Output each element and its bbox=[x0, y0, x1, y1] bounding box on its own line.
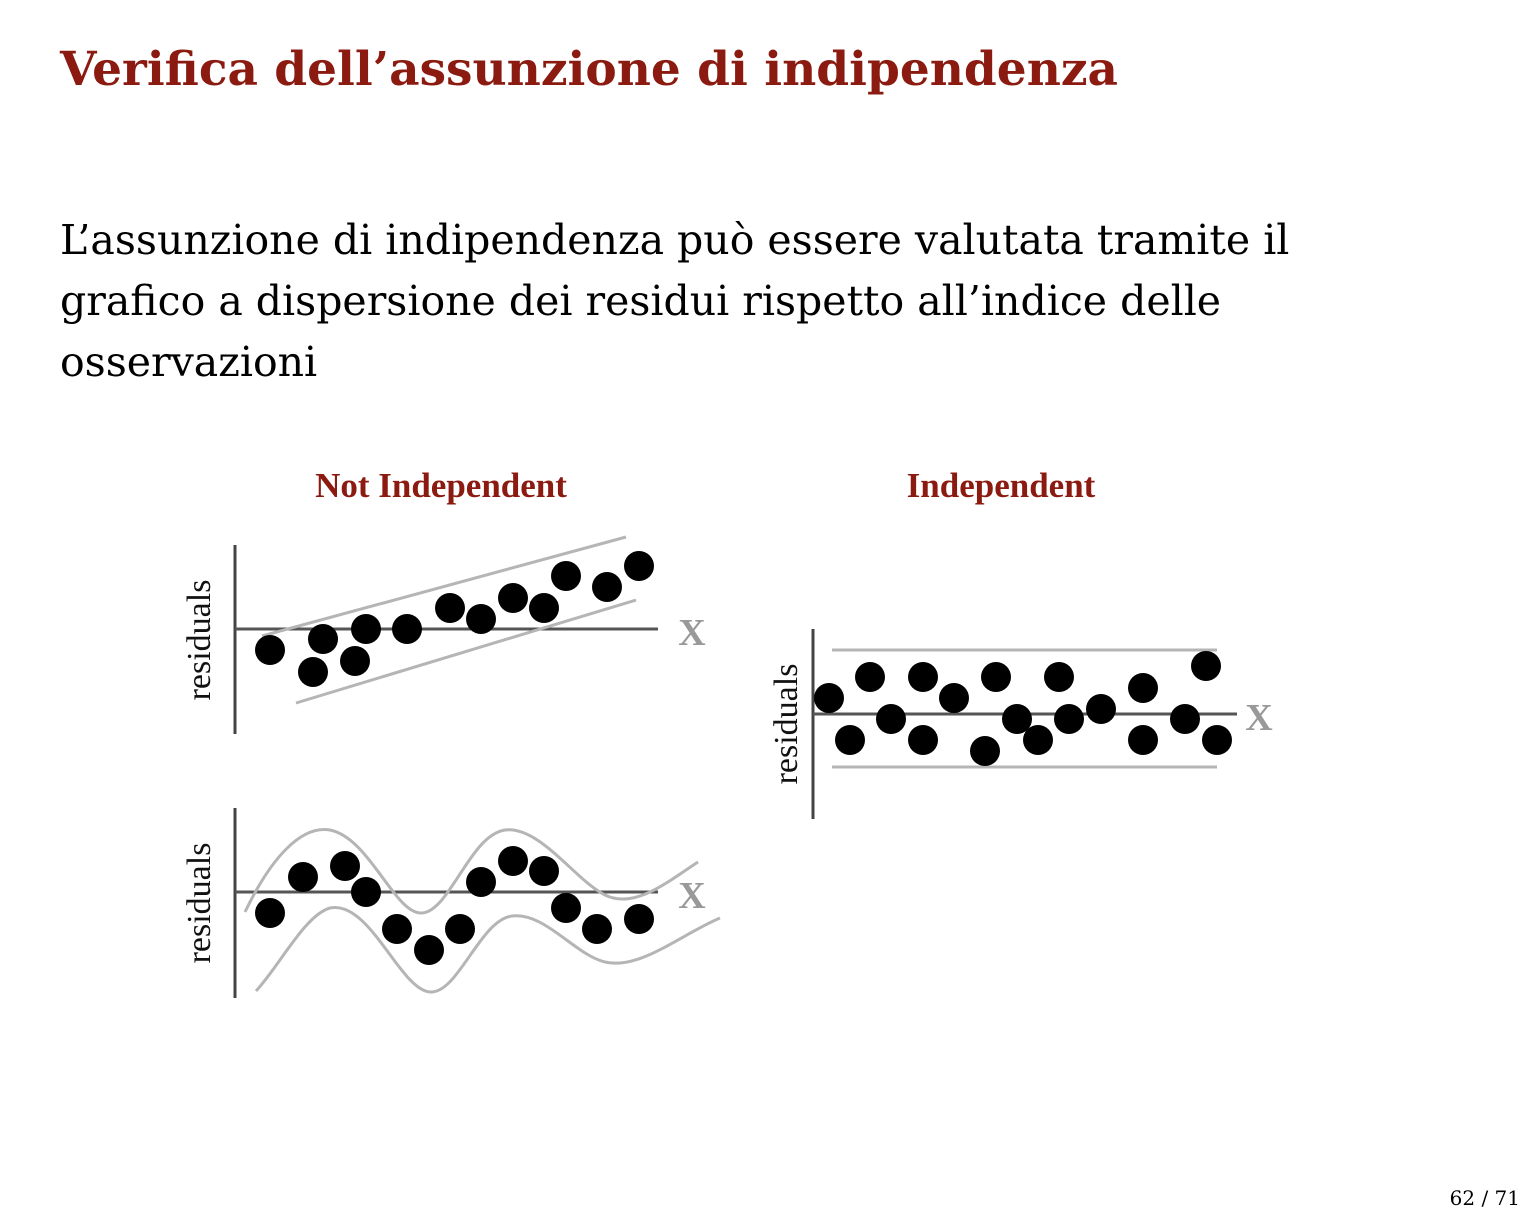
data-point bbox=[814, 683, 844, 713]
data-point bbox=[1054, 704, 1084, 734]
data-point bbox=[255, 898, 285, 928]
residual-points bbox=[814, 651, 1232, 766]
data-point bbox=[1086, 694, 1116, 724]
data-point bbox=[1128, 673, 1158, 703]
lower-band bbox=[254, 906, 721, 994]
panel-independent: Independent residuals X bbox=[768, 466, 1273, 819]
data-point bbox=[498, 583, 528, 613]
data-point bbox=[445, 914, 475, 944]
data-point bbox=[624, 904, 654, 934]
upper-band bbox=[261, 535, 627, 638]
panel-title: Not Independent bbox=[315, 466, 567, 505]
data-point bbox=[908, 725, 938, 755]
page-number: 62 / 71 bbox=[1449, 1186, 1520, 1210]
data-point bbox=[466, 604, 496, 634]
data-point bbox=[981, 662, 1011, 692]
data-point bbox=[392, 614, 422, 644]
residual-points bbox=[255, 551, 654, 687]
y-axis-label: residuals bbox=[181, 843, 218, 964]
data-point bbox=[939, 683, 969, 713]
x-axis-label: X bbox=[678, 875, 705, 917]
y-axis-label: residuals bbox=[181, 580, 218, 701]
panel-not-independent-wave: residuals X bbox=[181, 808, 721, 998]
data-point bbox=[255, 635, 285, 665]
slide-body-text: L’assunzione di indipendenza può essere … bbox=[60, 216, 1290, 386]
panel-not-independent-trend: Not Independent residuals X bbox=[181, 466, 706, 734]
data-point bbox=[835, 725, 865, 755]
residual-plots-svg: Not Independent residuals X bbox=[181, 466, 1273, 998]
data-point bbox=[382, 914, 412, 944]
upper-band bbox=[243, 828, 699, 915]
data-point bbox=[876, 704, 906, 734]
data-point bbox=[551, 561, 581, 591]
lower-band bbox=[295, 598, 637, 705]
data-point bbox=[351, 877, 381, 907]
data-point bbox=[908, 662, 938, 692]
data-point bbox=[288, 862, 318, 892]
data-point bbox=[624, 551, 654, 581]
panel-title: Independent bbox=[907, 466, 1096, 505]
data-point bbox=[340, 646, 370, 676]
x-axis-label: X bbox=[1245, 697, 1272, 739]
data-point bbox=[298, 657, 328, 687]
data-point bbox=[582, 914, 612, 944]
slide-title: Verifica dell’assunzione di indipendenza bbox=[60, 42, 1119, 97]
data-point bbox=[1128, 725, 1158, 755]
data-point bbox=[1191, 651, 1221, 681]
data-point bbox=[330, 851, 360, 881]
data-point bbox=[529, 593, 559, 623]
data-point bbox=[1044, 662, 1074, 692]
residual-points bbox=[255, 846, 654, 965]
data-point bbox=[1170, 704, 1200, 734]
data-point bbox=[466, 867, 496, 897]
data-point bbox=[498, 846, 528, 876]
data-point bbox=[529, 856, 559, 886]
data-point bbox=[551, 893, 581, 923]
x-axis-label: X bbox=[678, 612, 705, 654]
data-point bbox=[414, 935, 444, 965]
data-point bbox=[351, 614, 381, 644]
y-axis-label: residuals bbox=[768, 664, 805, 785]
data-point bbox=[855, 662, 885, 692]
data-point bbox=[435, 593, 465, 623]
data-point bbox=[1002, 704, 1032, 734]
data-point bbox=[1202, 725, 1232, 755]
data-point bbox=[308, 624, 338, 654]
data-point bbox=[1023, 725, 1053, 755]
data-point bbox=[970, 736, 1000, 766]
data-point bbox=[592, 572, 622, 602]
residual-plots-figure: Not Independent residuals X bbox=[160, 455, 1290, 1015]
